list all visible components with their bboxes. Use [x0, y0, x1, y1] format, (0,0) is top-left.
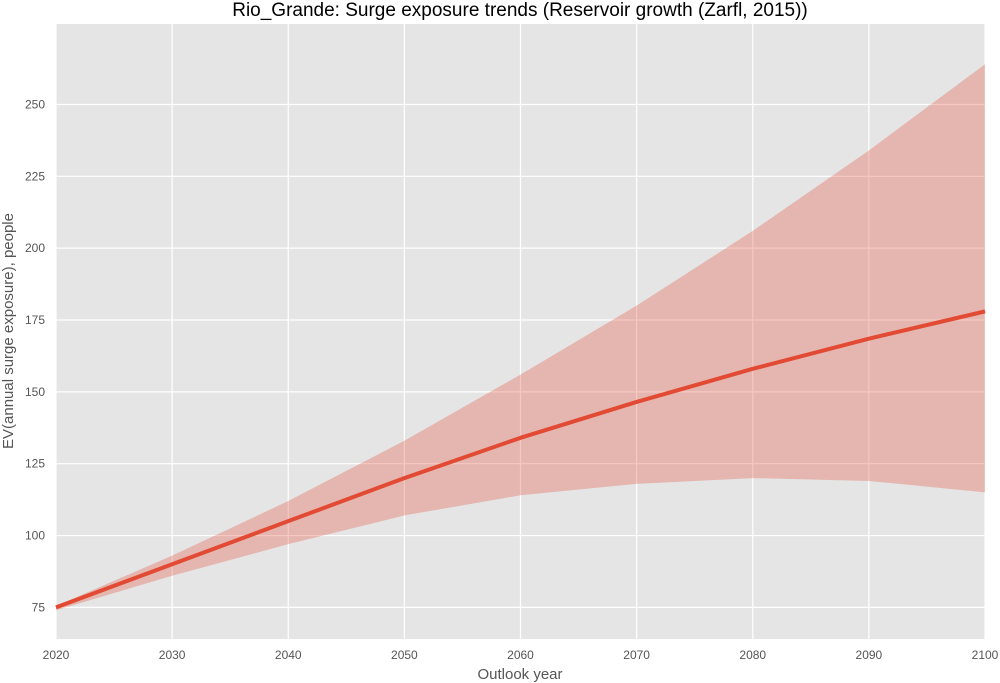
y-tick-label: 175 [25, 313, 45, 327]
y-tick-label: 225 [25, 169, 45, 183]
y-tick-labels: 75 100 125 150 175 200 225 250 [25, 97, 45, 614]
x-tick-label: 2100 [972, 648, 999, 662]
x-tick-labels: 2020 2030 2040 2050 2060 2070 2080 2090 2100 [43, 648, 999, 662]
x-axis-label: Outlook year [477, 666, 562, 683]
y-tick-label: 200 [25, 241, 45, 255]
x-tick-label: 2080 [739, 648, 766, 662]
x-tick-label: 2020 [43, 648, 70, 662]
uncertainty-band [56, 64, 985, 611]
y-tick-label: 150 [25, 385, 45, 399]
chart-title: Rio_Grande: Surge exposure trends (Reser… [232, 0, 808, 21]
x-tick-label: 2050 [391, 648, 418, 662]
y-axis-label: EV(annual surge exposure), people [0, 213, 17, 449]
y-tick-label: 75 [32, 600, 46, 614]
x-tick-label: 2040 [275, 648, 302, 662]
y-tick-label: 100 [25, 529, 45, 543]
gridlines [55, 24, 986, 639]
x-tick-label: 2060 [507, 648, 534, 662]
y-tick-label: 125 [25, 457, 45, 471]
series-line [55, 309, 986, 610]
x-tick-label: 2030 [159, 648, 186, 662]
y-tick-label: 250 [25, 97, 45, 111]
x-tick-label: 2090 [856, 648, 883, 662]
x-tick-label: 2070 [623, 648, 650, 662]
